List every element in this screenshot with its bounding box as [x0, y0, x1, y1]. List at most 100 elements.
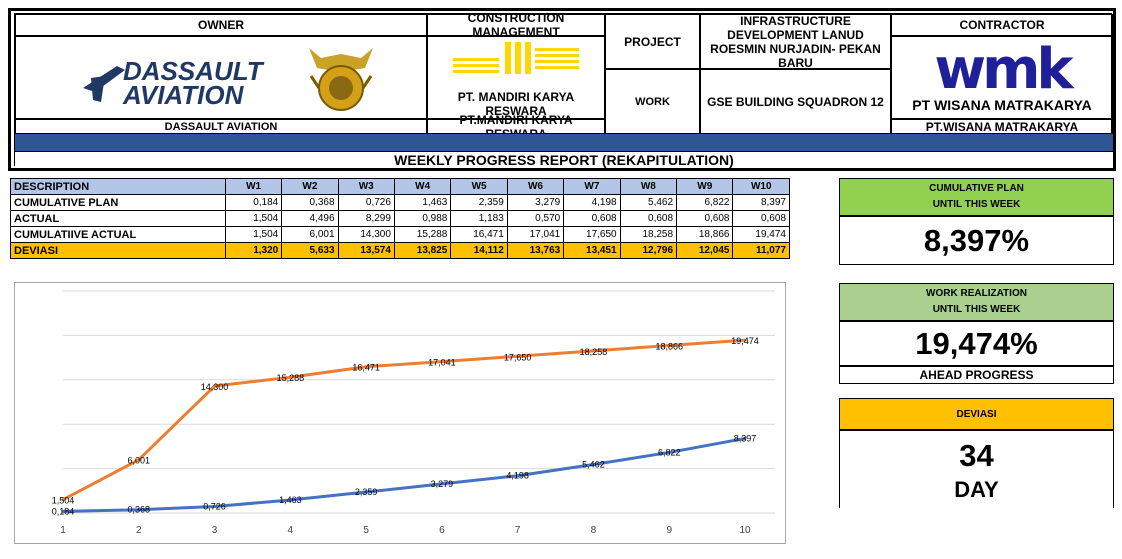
data-label: 3,279: [431, 479, 454, 489]
realization-kpi-title: WORK REALIZATION UNTIL THIS WEEK: [839, 283, 1114, 321]
week-header: W1: [224, 178, 283, 195]
header-inner: OWNER DASSAULT AVIATION DASSAULT AVIATIO…: [14, 11, 1113, 168]
table-cell: 13,574: [337, 242, 395, 259]
row-label: ACTUAL: [10, 210, 226, 227]
data-label: 0,368: [128, 505, 151, 515]
plan-kpi-title-line2: UNTIL THIS WEEK: [932, 199, 1021, 210]
x-tick-label: 10: [739, 525, 751, 536]
table-cell: 0,608: [676, 210, 734, 227]
table-cell: 17,650: [563, 226, 621, 243]
table-row: DEVIASI 1,320 5,633 13,574 13,825 14,112 13,76…: [10, 242, 790, 259]
series-line-1: [62, 436, 746, 513]
table-cell: 13,825: [393, 242, 452, 259]
row-label: CUMULATIIVE ACTUAL: [10, 226, 226, 243]
data-point: [137, 508, 141, 512]
data-point: [288, 375, 292, 379]
table-header-row: DESCRIPTION W1 W2 W3 W4 W5 W6 W7 W8 W9 W…: [10, 178, 790, 195]
data-label: 18,866: [655, 341, 683, 351]
header-frame: [8, 8, 1116, 171]
table-cell: 16,471: [450, 226, 508, 243]
data-label: 6,001: [128, 456, 151, 466]
plan-kpi-title-line1: CUMULATIVE PLAN: [929, 183, 1024, 194]
table-cell: 0,608: [563, 210, 621, 227]
data-label: 17,041: [428, 358, 456, 368]
description-header: DESCRIPTION: [10, 178, 226, 195]
data-label: 0,184: [52, 506, 75, 516]
owner-logo-area: DASSAULT AVIATION: [15, 36, 427, 119]
table-row: CUMULATIIVE ACTUAL 1,504 6,001 14,300 15,288…: [10, 226, 790, 243]
data-label: 1,504: [52, 496, 75, 506]
realization-kpi-title-line2: UNTIL THIS WEEK: [932, 304, 1021, 315]
data-point: [743, 338, 747, 342]
deviasi-kpi-box: 34 DAY: [839, 430, 1114, 508]
table-cell: 4,496: [281, 210, 339, 227]
table-cell: 3,279: [506, 194, 565, 211]
table-cell: 12,796: [619, 242, 678, 259]
table-cell: 18,866: [676, 226, 734, 243]
x-tick-label: 7: [515, 525, 521, 536]
report-title: WEEKLY PROGRESS REPORT (REKAPITULATION): [15, 151, 1113, 168]
x-tick-label: 9: [666, 525, 672, 536]
cm-logo-caption: PT. MANDIRI KARYA RESWARA: [457, 89, 575, 118]
table-cell: 8,299: [337, 210, 395, 227]
cm-name: PT.MANDIRI KARYA RESWARA: [427, 113, 605, 141]
progress-line-chart: 1 2 3 4 5 6 7 8 9 10 1,504 6,001 14,300 15,288 16,471 1…: [52, 290, 775, 536]
owner-logo-text-1: DASSAULT: [123, 56, 265, 86]
x-tick-label: 3: [212, 525, 218, 536]
realization-kpi-title-line1: WORK REALIZATION: [926, 288, 1027, 299]
table-cell: 5,462: [619, 194, 678, 211]
data-point: [61, 498, 65, 502]
owner-name: DASSAULT AVIATION: [15, 119, 427, 134]
x-tick-label: 2: [136, 525, 142, 536]
table-cell: 14,112: [450, 242, 508, 259]
table-cell: 0,368: [281, 194, 339, 211]
deviasi-kpi-title: DEVIASI: [839, 398, 1114, 430]
data-point: [61, 509, 65, 513]
data-point: [591, 462, 595, 466]
header-blue-band: [15, 134, 1113, 151]
data-label: 19,474: [731, 336, 759, 346]
table-cell: 13,451: [563, 242, 621, 259]
table-cell: 17,041: [506, 226, 565, 243]
table-cell: 1,183: [450, 210, 508, 227]
air-force-emblem-icon: [309, 47, 373, 111]
series-line-0: [62, 338, 746, 501]
table-cell: 6,001: [281, 226, 339, 243]
table-cell: 0,608: [619, 210, 678, 227]
x-tick-label: 1: [60, 525, 66, 536]
table-cell: 11,077: [732, 242, 790, 259]
x-tick-label: 8: [591, 525, 597, 536]
row-label: DEVIASI: [10, 242, 226, 259]
data-label: 14,300: [201, 382, 229, 392]
realization-kpi-value: 19,474%: [839, 321, 1114, 366]
cm-label: CONSTRUCTION MANAGEMENT: [427, 11, 605, 39]
week-header: W10: [732, 178, 790, 195]
data-label: 18,258: [580, 347, 608, 357]
owner-logos: DASSAULT AVIATION: [83, 47, 373, 111]
table-cell: 2,359: [450, 194, 508, 211]
table-cell: 6,822: [676, 194, 734, 211]
table-cell: 1,320: [224, 242, 283, 259]
data-label: 6,822: [658, 447, 681, 457]
table-cell: 19,474: [732, 226, 790, 243]
data-point: [364, 365, 368, 369]
data-point: [591, 349, 595, 353]
data-label: 15,288: [277, 373, 305, 383]
contractor-logo-caption: PT WISANA MATRAKARYA: [912, 96, 1092, 113]
plan-kpi-value: 8,397%: [839, 216, 1114, 265]
data-point: [667, 343, 671, 347]
deviasi-kpi-value: 34: [959, 437, 994, 473]
data-point: [667, 450, 671, 454]
week-header: W3: [337, 178, 395, 195]
data-point: [516, 354, 520, 358]
data-point: [137, 458, 141, 462]
table-cell: 1,504: [224, 226, 283, 243]
table-cell: 5,633: [281, 242, 339, 259]
week-header: W7: [563, 178, 621, 195]
table-row: ACTUAL 1,504 4,496 8,299 0,988 1,183 0,570 0,60…: [10, 210, 790, 227]
plan-kpi-title: CUMULATIVE PLAN UNTIL THIS WEEK: [839, 178, 1114, 216]
data-label: 16,471: [352, 363, 380, 373]
table-cell: 8,397: [732, 194, 790, 211]
work-value: GSE BUILDING SQUADRON 12: [700, 69, 891, 134]
wmk-logo: wmk: [934, 36, 1073, 102]
